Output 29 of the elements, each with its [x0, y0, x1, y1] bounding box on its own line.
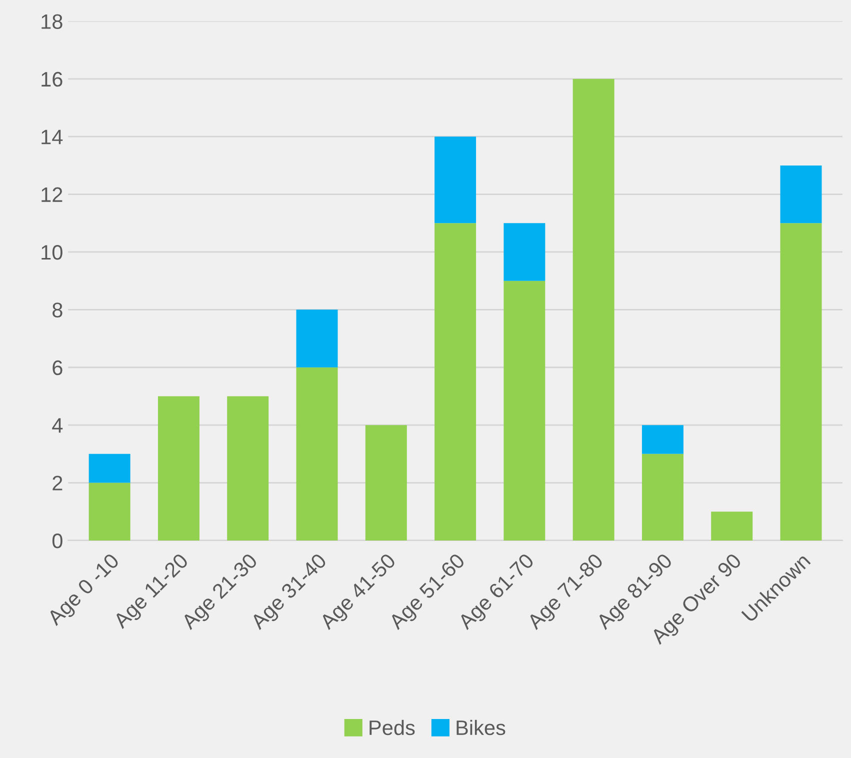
bar	[642, 425, 684, 454]
bar	[711, 512, 753, 540]
y-tick-label: 16	[42, 72, 62, 87]
bar	[88, 454, 130, 483]
bar	[296, 367, 338, 540]
y-tick-label: 4	[52, 418, 63, 433]
bar	[504, 223, 546, 281]
y-tick-label: 8	[52, 302, 62, 318]
bar	[434, 136, 476, 224]
bar	[780, 223, 822, 540]
y-tick-label: 14	[42, 130, 63, 144]
bar	[780, 165, 822, 224]
legend-label: Bikes	[456, 720, 506, 736]
y-tick-label: 0	[52, 533, 62, 548]
bar	[296, 310, 338, 368]
y-tick-label: 2	[52, 476, 62, 490]
legend-label: Peds	[370, 720, 415, 736]
bar	[642, 454, 684, 540]
bar	[434, 223, 476, 540]
bar	[88, 482, 130, 540]
bar	[227, 396, 269, 540]
y-tick-label: 6	[52, 360, 62, 376]
bar	[572, 78, 614, 540]
y-tick-label: 18	[42, 14, 62, 29]
bar	[504, 280, 546, 540]
y-tick-label: 12	[42, 187, 62, 202]
bar	[158, 396, 200, 540]
bar	[365, 425, 407, 540]
y-tick-label: 10	[42, 244, 62, 260]
